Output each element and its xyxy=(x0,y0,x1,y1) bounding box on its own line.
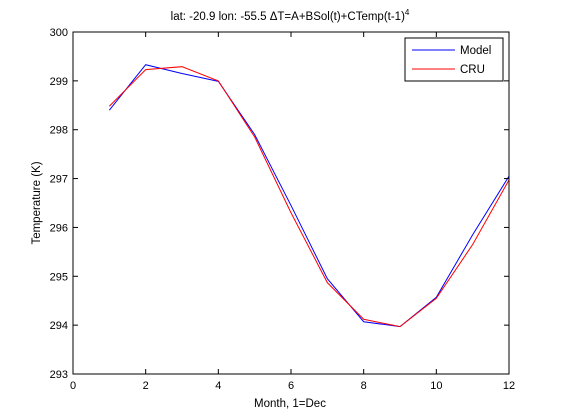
y-axis-label: Temperature (K) xyxy=(31,161,43,244)
y-tick-label: 298 xyxy=(50,125,68,137)
x-tick-label: 8 xyxy=(361,380,367,392)
series-layer xyxy=(108,64,510,328)
y-tick-label: 294 xyxy=(50,320,68,332)
chart-title-superscript: 4 xyxy=(405,8,410,17)
series-line-model xyxy=(108,64,510,328)
series-line-cru xyxy=(108,66,510,328)
x-tick-label: 2 xyxy=(143,380,149,392)
legend-label-model: Model xyxy=(460,45,491,57)
x-tick-label: 6 xyxy=(288,380,294,392)
y-tick-label: 300 xyxy=(50,27,68,39)
x-tick-label: 12 xyxy=(503,380,515,392)
chart-title: lat: -20.9 lon: -55.5 ΔT=A+BSol(t)+CTemp… xyxy=(171,8,410,23)
x-axis-label: Month, 1=Dec xyxy=(254,398,326,410)
y-tick-label: 296 xyxy=(50,222,68,234)
y-tick-label: 295 xyxy=(50,271,68,283)
y-tick-label: 293 xyxy=(50,369,68,381)
x-tick-label: 0 xyxy=(70,380,76,392)
plot-background xyxy=(73,32,509,374)
x-tick-label: 10 xyxy=(430,380,442,392)
legend: Model CRU xyxy=(404,37,504,82)
legend-label-cru: CRU xyxy=(460,64,485,76)
legend-box xyxy=(404,37,504,82)
ticks-layer: 0 2 4 6 8 10 12 293 294 295 296 297 298 299 300 xyxy=(50,27,515,392)
y-tick-label: 297 xyxy=(50,174,68,186)
y-tick-label: 299 xyxy=(50,76,68,88)
x-tick-label: 4 xyxy=(215,380,221,392)
